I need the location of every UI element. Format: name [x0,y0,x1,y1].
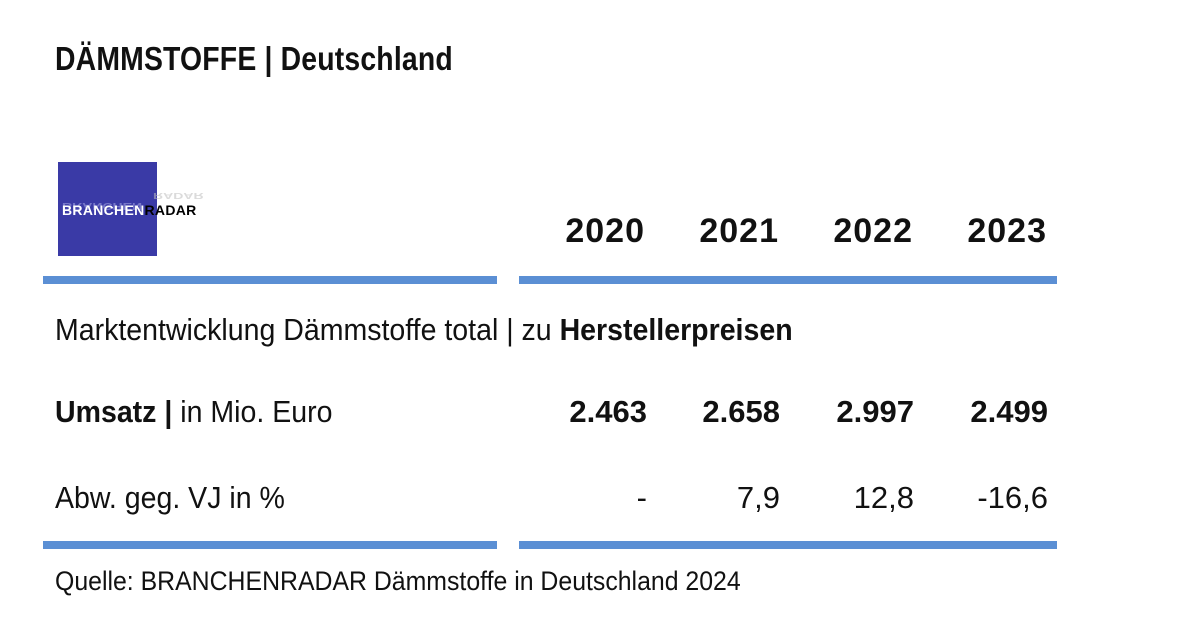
year-header-2020: 2020 [565,212,645,250]
section-label-prefix: Marktentwicklung Dämmstoffe total | zu [55,312,560,347]
row-label-umsatz-rest: in Mio. Euro [172,394,333,429]
abweichung-2022: 12,8 [853,480,914,515]
row-label-abweichung: Abw. geg. VJ in % [55,480,285,515]
header-rule-right [519,276,1057,284]
footer-rule-left [43,541,497,549]
logo-text-branchen: BRANCHEN [62,202,145,218]
year-header-2021: 2021 [699,212,779,250]
footer-rule-right [519,541,1057,549]
abweichung-2023: -16,6 [977,480,1048,515]
abweichung-2021: 7,9 [736,480,780,515]
logo-text-radar: RADAR [144,202,197,218]
section-label: Marktentwicklung Dämmstoffe total | zu H… [55,312,793,348]
header-rule-left [43,276,497,284]
row-label-umsatz-bold: Umsatz | [55,394,173,429]
umsatz-2022: 2.997 [836,394,914,429]
section-label-bold: Herstellerpreisen [559,312,793,347]
row-label-umsatz: Umsatz | in Mio. Euro [55,394,332,430]
abweichung-2020: - [636,480,647,515]
umsatz-2020: 2.463 [569,394,647,429]
source-note: Quelle: BRANCHENRADAR Dämmstoffe in Deut… [55,566,741,596]
logo-text: BRANCHENRADAR [62,202,197,218]
umsatz-2021: 2.658 [702,394,780,429]
year-header-2022: 2022 [833,212,913,250]
page-title: DÄMMSTOFFE | Deutschland [55,40,453,77]
logo-reflection-radar: RADAR [153,191,204,201]
branchenradar-logo [58,162,157,256]
year-header-2023: 2023 [967,212,1047,250]
umsatz-2023: 2.499 [970,394,1048,429]
